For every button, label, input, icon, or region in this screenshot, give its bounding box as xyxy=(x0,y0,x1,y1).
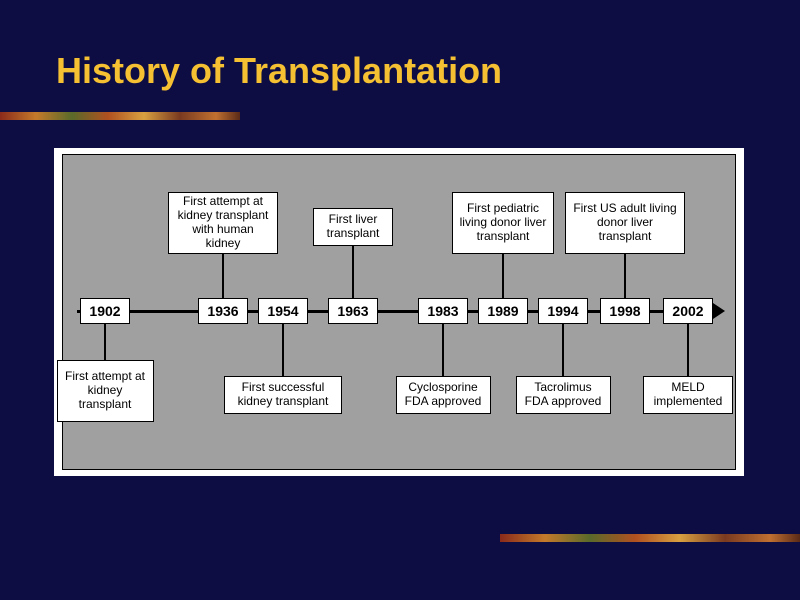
slide-title: History of Transplantation xyxy=(56,50,502,92)
connector-line xyxy=(352,246,354,298)
timeline-arrowhead-icon xyxy=(713,303,725,319)
connector-line xyxy=(104,324,106,360)
connector-line xyxy=(562,324,564,376)
decor-bar-top xyxy=(0,112,240,120)
event-desc-box: Tacrolimus FDA approved xyxy=(516,376,611,414)
year-box: 1954 xyxy=(258,298,308,324)
event-desc-box: First US adult living donor liver transp… xyxy=(565,192,685,254)
year-box: 1998 xyxy=(600,298,650,324)
event-desc-box: Cyclosporine FDA approved xyxy=(396,376,491,414)
connector-line xyxy=(282,324,284,376)
year-box: 1989 xyxy=(478,298,528,324)
year-box: 1902 xyxy=(80,298,130,324)
decor-bar-bottom xyxy=(500,534,800,542)
year-box: 1983 xyxy=(418,298,468,324)
connector-line xyxy=(222,254,224,298)
timeline-frame: 1902 First attempt at kidney transplant 19… xyxy=(54,148,744,476)
year-box: 1994 xyxy=(538,298,588,324)
timeline-inner: 1902First attempt at kidney transplant19… xyxy=(62,154,736,470)
connector-line xyxy=(624,254,626,298)
year-box: 2002 xyxy=(663,298,713,324)
event-desc-box: MELD implemented xyxy=(643,376,733,414)
year-box: 1936 xyxy=(198,298,248,324)
connector-line xyxy=(502,254,504,298)
slide: History of Transplantation 1902 First att… xyxy=(0,0,800,600)
connector-line xyxy=(687,324,689,376)
event-desc-box: First pediatric living donor liver trans… xyxy=(452,192,554,254)
event-desc-box: First liver transplant xyxy=(313,208,393,246)
event-desc-box: First successful kidney transplant xyxy=(224,376,342,414)
event-desc-box: First attempt at kidney transplant with … xyxy=(168,192,278,254)
event-desc-box: First attempt at kidney transplant xyxy=(57,360,154,422)
year-box: 1963 xyxy=(328,298,378,324)
connector-line xyxy=(442,324,444,376)
